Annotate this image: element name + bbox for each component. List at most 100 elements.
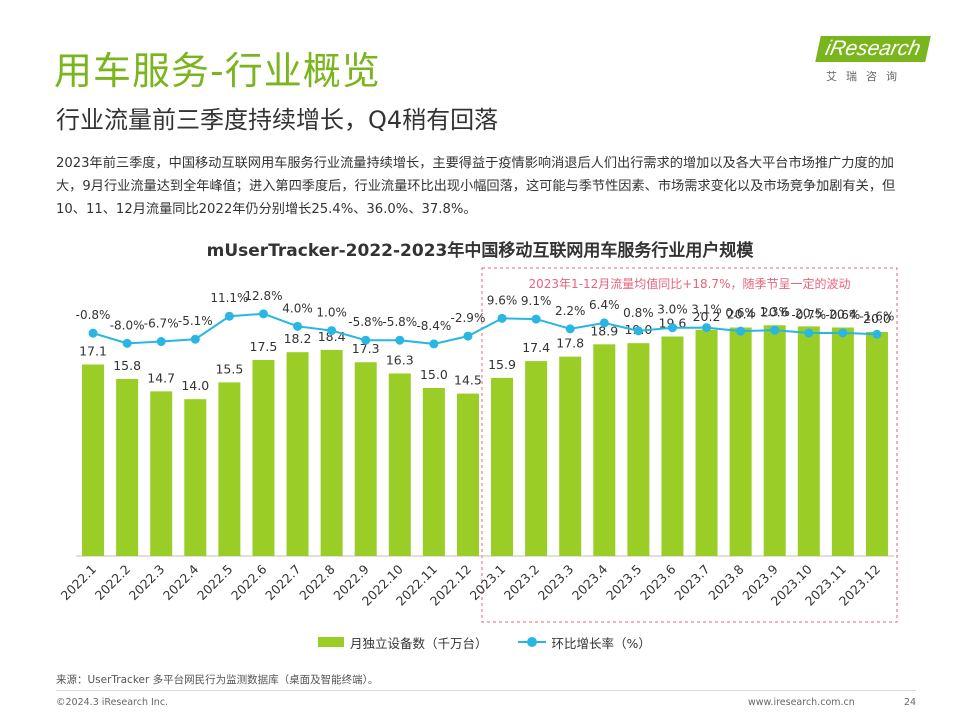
growth-rate-point: [872, 329, 882, 339]
growth-rate-label: 12.8%: [244, 289, 282, 303]
bar: [320, 349, 343, 556]
legend-bar-label: 月独立设备数（千万台）: [350, 635, 488, 651]
x-tick-label: 2023.3: [535, 562, 577, 604]
x-tick-label: 2022.3: [126, 562, 168, 604]
growth-rate-label: -0.6%: [825, 308, 860, 322]
growth-rate-point: [122, 338, 132, 348]
growth-rate-label: 9.1%: [521, 294, 552, 308]
site-url: www.iresearch.com.cn: [748, 697, 855, 708]
bar-value-label: 15.0: [420, 367, 448, 382]
bar-value-label: 17.4: [522, 340, 550, 355]
growth-rate-point: [599, 318, 609, 328]
page-subtitle: 行业流量前三季度持续增长，Q4稍有回落: [56, 106, 499, 134]
growth-rate-label: -5.8%: [348, 315, 383, 329]
growth-rate-point: [361, 335, 371, 345]
growth-rate-label: 4.0%: [282, 301, 313, 315]
bar-value-label: 14.0: [181, 378, 209, 393]
growth-rate-label: -6.7%: [144, 317, 179, 331]
growth-rate-label: 11.1%: [210, 291, 248, 305]
growth-rate-point: [804, 328, 814, 338]
bar-value-label: 20.4: [829, 307, 857, 322]
growth-rate-point: [190, 334, 200, 344]
x-tick-label: 2023.8: [705, 561, 747, 603]
bar-value-label: 17.3: [352, 341, 380, 356]
bar-value-label: 20.5: [795, 305, 823, 320]
growth-rate-point: [429, 339, 439, 349]
bar-value-label: 20.6: [761, 304, 789, 319]
legend-line-marker: [517, 637, 546, 647]
growth-rate-label: -8.0%: [110, 318, 145, 332]
bar: [491, 377, 514, 556]
bar-value-label: 17.5: [250, 339, 278, 354]
legend-item-line: 环比增长率（%）: [517, 633, 651, 652]
bar: [456, 393, 479, 556]
legend-line-label: 环比增长率（%）: [551, 635, 651, 651]
bar: [252, 360, 275, 556]
source-note: 来源：UserTracker 多平台网民行为监测数据库（桌面及智能终端）。: [56, 674, 379, 686]
page-number: 24: [904, 697, 917, 708]
growth-rate-label: 2.2%: [555, 304, 586, 318]
bar-value-label: 17.8: [556, 336, 584, 351]
bar: [763, 325, 786, 556]
footer-divider: [56, 690, 916, 691]
growth-rate-label: -0.8%: [76, 308, 111, 322]
growth-rate-point: [293, 321, 303, 331]
growth-rate-point: [531, 314, 541, 324]
bar-value-label: 14.7: [147, 370, 175, 385]
bar: [422, 388, 445, 556]
x-tick-label: 2022.4: [160, 561, 202, 603]
growth-rate-label: -5.1%: [178, 314, 213, 328]
growth-rate-point: [736, 326, 746, 336]
growth-rate-label: 1.0%: [316, 306, 347, 320]
growth-rate-point: [497, 313, 507, 323]
growth-rate-label: 1.3%: [759, 305, 790, 319]
growth-rate-label: 0.8%: [623, 306, 654, 320]
growth-rate-label: -1.6%: [860, 309, 895, 323]
bar: [695, 329, 718, 556]
bar-value-label: 17.1: [79, 343, 107, 358]
x-tick-label: 2022.1: [58, 562, 100, 604]
chart-legend: 月独立设备数（千万台） 环比增长率（%）: [318, 633, 681, 652]
growth-rate-point: [395, 335, 405, 345]
growth-rate-label: 0.6%: [725, 306, 756, 320]
growth-rate-point: [770, 325, 780, 335]
x-tick-label: 2023.7: [671, 562, 713, 604]
bar-value-label: 15.5: [215, 361, 243, 376]
growth-rate-label: 3.1%: [691, 303, 722, 317]
x-tick-label: 2022.5: [194, 562, 236, 604]
growth-rate-label: 6.4%: [589, 298, 620, 312]
bar: [184, 399, 207, 556]
intro-paragraph: 2023年前三季度，中国移动互联网用车服务行业流量持续增长，主要得益于疫情影响消…: [56, 156, 896, 217]
bar-value-label: 20.2: [693, 309, 721, 324]
bar: [593, 344, 616, 556]
bar: [627, 343, 650, 556]
bar: [797, 326, 820, 556]
growth-rate-label: 3.0%: [657, 303, 688, 317]
x-tick-label: 2023.6: [637, 561, 679, 603]
bar: [661, 336, 684, 556]
growth-rate-line: [92, 312, 877, 345]
bar: [286, 352, 309, 556]
growth-rate-point: [633, 326, 643, 336]
chart-title: mUserTracker-2022-2023年中国移动互联网用车服务行业用户规模: [206, 241, 754, 261]
legend-item-bars: 月独立设备数（千万台）: [318, 633, 488, 652]
growth-rate-label: -8.4%: [416, 319, 451, 333]
x-tick-label: 2022.2: [92, 562, 134, 604]
growth-rate-point: [224, 311, 234, 321]
growth-rate-point: [463, 331, 473, 341]
x-tick-label: 2023.1: [467, 562, 509, 604]
bar: [559, 356, 582, 556]
bar-value-label: 15.9: [488, 357, 516, 372]
growth-rate-point: [667, 323, 677, 333]
bar: [218, 382, 241, 556]
growth-rate-label: -2.9%: [451, 311, 486, 325]
growth-rate-point: [156, 337, 166, 347]
x-tick-label: 2023.2: [501, 562, 543, 604]
growth-rate-point: [258, 309, 268, 319]
bar: [388, 373, 411, 556]
growth-rate-label: -5.8%: [382, 315, 417, 329]
bar: [865, 332, 888, 556]
x-tick-label: 2022.7: [262, 562, 304, 604]
logo-chinese-name: 艾瑞咨询: [826, 70, 906, 83]
